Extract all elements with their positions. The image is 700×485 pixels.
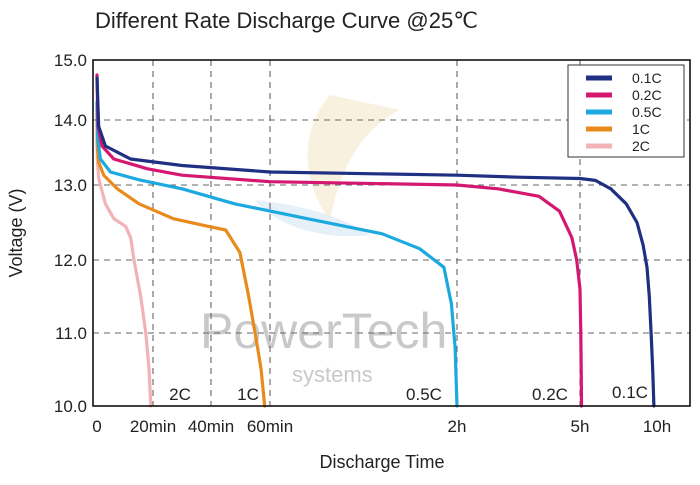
chart-title: Different Rate Discharge Curve @25℃ xyxy=(95,8,478,33)
legend-label-1C: 1C xyxy=(632,121,650,137)
legend-label-0.5C: 0.5C xyxy=(632,104,662,120)
x-tick-label: 2h xyxy=(448,417,467,436)
curve-end-label-0.1C: 0.1C xyxy=(612,383,648,402)
y-tick-label: 12.0 xyxy=(54,251,87,270)
y-tick-label: 14.0 xyxy=(54,111,87,130)
y-tick-label: 13.0 xyxy=(54,176,87,195)
curve-end-labels: 0.1C 0.2C 0.5C 1C 2C xyxy=(169,383,648,404)
plot-frame xyxy=(92,59,691,407)
x-tick-label: 60min xyxy=(247,417,293,436)
legend-label-0.1C: 0.1C xyxy=(632,70,662,86)
x-axis-ticks: 0 20min 40min 60min 2h 5h 10h xyxy=(92,417,671,436)
series-line-1C xyxy=(95,106,267,408)
watermark-subtitle: systems xyxy=(292,362,373,387)
watermark-brand: PowerTech xyxy=(200,303,447,359)
x-tick-label: 10h xyxy=(643,417,671,436)
legend-box xyxy=(567,64,685,158)
y-axis-label: Voltage (V) xyxy=(6,188,26,277)
curve-end-label-0.5C: 0.5C xyxy=(406,385,442,404)
curve-end-label-2C: 2C xyxy=(169,385,191,404)
x-tick-label: 20min xyxy=(130,417,176,436)
legend-label-2C: 2C xyxy=(632,138,650,154)
x-tick-label: 5h xyxy=(571,417,590,436)
x-tick-label: 40min xyxy=(188,417,234,436)
x-tick-label: 0 xyxy=(92,417,101,436)
y-axis-ticks: 10.0 11.0 12.0 13.0 14.0 15.0 xyxy=(54,51,87,416)
watermark-leaf-shape xyxy=(307,95,400,220)
series-line-0.1C xyxy=(95,76,656,408)
grid-lines xyxy=(93,60,690,406)
series-line-0.5C xyxy=(95,100,459,408)
series-line-0.2C xyxy=(95,73,584,408)
series-lines xyxy=(95,73,656,408)
legend-label-0.2C: 0.2C xyxy=(632,87,662,103)
x-axis-label: Discharge Time xyxy=(319,452,444,472)
y-tick-label: 11.0 xyxy=(55,324,87,343)
curve-end-label-1C: 1C xyxy=(237,385,259,404)
curve-end-label-0.2C: 0.2C xyxy=(532,385,568,404)
watermark-logo: PowerTech systems xyxy=(200,95,447,387)
series-line-2C xyxy=(95,112,153,408)
y-tick-label: 10.0 xyxy=(54,397,87,416)
y-tick-label: 15.0 xyxy=(54,51,87,70)
